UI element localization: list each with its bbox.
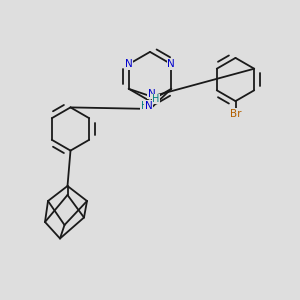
Text: N: N xyxy=(148,89,156,99)
Text: H: H xyxy=(141,101,148,111)
Text: N: N xyxy=(145,101,153,111)
Text: N: N xyxy=(125,59,133,69)
Text: Br: Br xyxy=(230,109,242,119)
Text: H: H xyxy=(152,94,160,104)
Text: N: N xyxy=(167,59,175,69)
